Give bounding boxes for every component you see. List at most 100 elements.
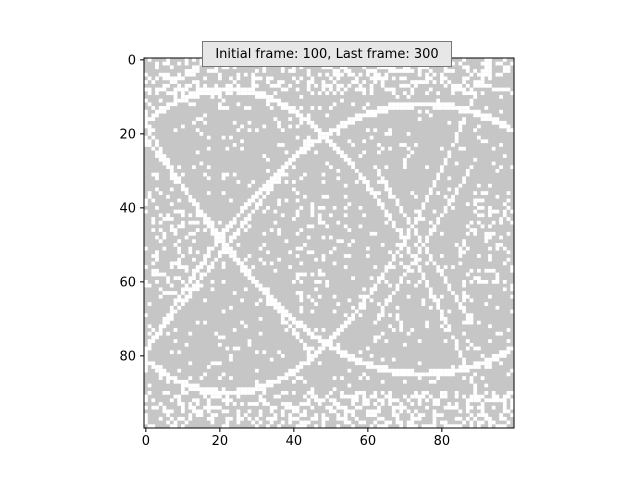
heatmap-cell — [325, 194, 330, 199]
heatmap-cell — [388, 420, 392, 425]
heatmap-cell — [399, 243, 404, 247]
heatmap-cell — [214, 65, 219, 70]
heatmap-cell — [480, 280, 485, 284]
heatmap-cell — [458, 261, 463, 266]
heatmap-cell — [295, 272, 300, 277]
y-tick-label: 60 — [119, 275, 136, 290]
heatmap-cell — [229, 91, 233, 96]
heatmap-cell — [303, 402, 307, 406]
heatmap-cell — [277, 231, 281, 236]
heatmap-cell — [380, 391, 385, 395]
heatmap-cell — [310, 120, 315, 125]
heatmap-cell — [502, 398, 507, 403]
heatmap-cell — [144, 280, 148, 284]
heatmap-cell — [414, 209, 418, 214]
heatmap-cell — [181, 183, 185, 188]
heatmap-cell — [373, 165, 378, 170]
heatmap-cell — [358, 176, 363, 181]
heatmap-cell — [181, 383, 185, 388]
heatmap-cell — [410, 80, 415, 84]
heatmap-cell — [425, 65, 429, 70]
heatmap-cell — [462, 376, 466, 380]
heatmap-cell — [284, 150, 289, 155]
heatmap-cell — [377, 365, 381, 369]
heatmap-cell — [480, 354, 485, 358]
heatmap-cell — [273, 91, 278, 96]
heatmap-cell — [491, 357, 496, 362]
heatmap-cell — [173, 91, 178, 96]
heatmap-cell — [428, 113, 433, 118]
heatmap-cell — [425, 239, 429, 244]
heatmap-cell — [410, 328, 415, 332]
heatmap-cell — [306, 420, 311, 425]
heatmap-cell — [362, 150, 367, 155]
heatmap-cell — [162, 291, 167, 295]
heatmap-cell — [177, 250, 182, 255]
heatmap-cell — [388, 368, 392, 373]
heatmap-cell — [336, 72, 341, 77]
heatmap-cell — [443, 102, 448, 107]
heatmap-cell — [499, 165, 503, 170]
heatmap-cell — [243, 106, 248, 110]
heatmap-cell — [192, 165, 196, 170]
heatmap-cell — [225, 106, 230, 110]
heatmap-cell — [184, 61, 189, 66]
heatmap-cell — [358, 172, 363, 177]
heatmap-cell — [340, 376, 344, 380]
heatmap-cell — [155, 172, 159, 177]
heatmap-cell — [488, 246, 492, 251]
heatmap-cell — [236, 394, 241, 399]
heatmap-cell — [314, 350, 318, 355]
heatmap-cell — [366, 102, 370, 107]
heatmap-cell — [336, 128, 341, 133]
heatmap-cell — [247, 91, 252, 96]
heatmap-cell — [373, 80, 378, 84]
heatmap-cell — [306, 357, 311, 362]
heatmap-cell — [465, 69, 470, 73]
heatmap-cell — [454, 161, 459, 166]
heatmap-cell — [299, 261, 304, 266]
heatmap-cell — [332, 206, 337, 210]
heatmap-cell — [147, 91, 152, 96]
heatmap-cell — [380, 357, 385, 362]
heatmap-cell — [243, 287, 248, 292]
heatmap-cell — [510, 405, 515, 410]
heatmap-cell — [362, 91, 367, 96]
heatmap-cell — [203, 220, 207, 225]
heatmap-cell — [232, 65, 237, 70]
heatmap-cell — [329, 250, 333, 255]
heatmap-cell — [502, 246, 507, 251]
heatmap-cell — [414, 228, 418, 232]
heatmap-cell — [440, 413, 444, 417]
heatmap-cell — [144, 361, 148, 366]
heatmap-cell — [465, 294, 470, 299]
heatmap-cell — [229, 87, 233, 92]
heatmap-cell — [406, 132, 411, 136]
heatmap-cell — [280, 409, 285, 414]
heatmap-cell — [484, 391, 489, 395]
heatmap-cell — [280, 65, 285, 70]
heatmap-cell — [425, 165, 429, 170]
heatmap-cell — [306, 120, 311, 125]
heatmap-cell — [469, 313, 474, 318]
heatmap-cell — [177, 398, 182, 403]
heatmap-cell — [451, 198, 455, 203]
heatmap-cell — [484, 398, 489, 403]
heatmap-cell — [477, 83, 481, 88]
heatmap-cell — [151, 220, 156, 225]
heatmap-cell — [410, 424, 415, 429]
heatmap-cell — [391, 87, 396, 92]
heatmap-cell — [262, 95, 267, 99]
heatmap-cell — [166, 157, 170, 162]
heatmap-cell — [425, 283, 429, 288]
heatmap-cell — [277, 394, 281, 399]
heatmap-cell — [395, 368, 400, 373]
heatmap-cell — [192, 231, 196, 236]
heatmap-cell — [336, 76, 341, 81]
heatmap-cell — [155, 61, 159, 66]
heatmap-cell — [173, 76, 178, 81]
heatmap-cell — [255, 283, 259, 288]
heatmap-cell — [458, 424, 463, 429]
heatmap-cell — [173, 243, 178, 247]
heatmap-cell — [188, 387, 193, 392]
